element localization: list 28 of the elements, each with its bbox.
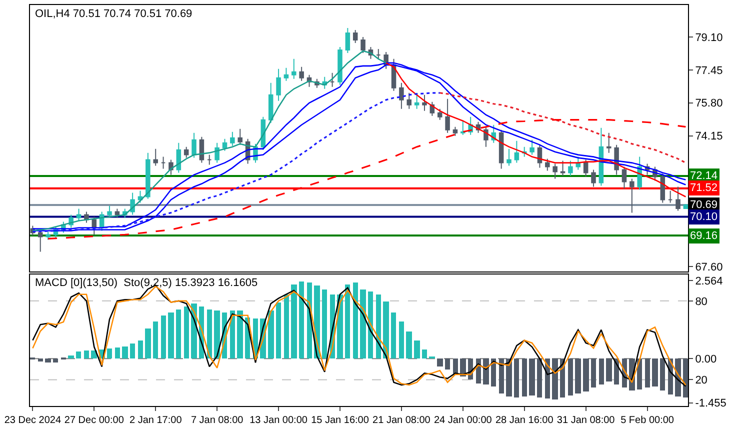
x-tick-label: 15 Jan 16:00	[311, 415, 370, 426]
y2-tick-label: 80	[695, 296, 708, 308]
ref-line-label: 70.10	[690, 211, 718, 223]
x-tick-label: 5 Feb 00:00	[620, 415, 674, 426]
ref-line-label: 72.14	[690, 170, 718, 182]
y-tick-label: -1.455	[695, 398, 726, 410]
chart-title: OIL,H4 70.51 70.74 70.51 70.69	[35, 8, 192, 20]
x-tick-label: 28 Jan 16:00	[495, 415, 554, 426]
y-tick-label: 67.60	[695, 262, 723, 274]
x-tick-label: 24 Jan 00:00	[434, 415, 492, 426]
x-tick-label: 7 Jan 08:00	[190, 415, 244, 426]
y-tick-label: 77.45	[695, 64, 723, 77]
x-tick-label: 2 Jan 17:00	[129, 415, 182, 426]
y-tick-label: 0.00	[695, 353, 717, 366]
x-tick-label: 23 Dec 2024	[4, 415, 62, 426]
chart-title: MACD [0](13,50) Sto(9,2,5) 15.3923 16.1605	[35, 277, 258, 289]
x-tick-label: 27 Dec 00:00	[64, 415, 124, 426]
ref-line-label: 69.16	[690, 230, 718, 242]
ref-line-label: 71.52	[690, 182, 718, 194]
y-tick-label: 74.15	[695, 130, 723, 143]
y-tick-label: 79.10	[695, 32, 723, 44]
y2-tick-label: 20	[695, 374, 708, 387]
x-tick-label: 21 Jan 08:00	[372, 415, 431, 426]
y-tick-label: 2.564	[695, 275, 723, 288]
y-tick-label: 75.80	[695, 98, 723, 110]
ref-line-label: 70.69	[690, 199, 718, 211]
x-tick-label: 31 Jan 08:00	[556, 415, 616, 426]
x-tick-label: 13 Jan 00:00	[250, 415, 308, 426]
